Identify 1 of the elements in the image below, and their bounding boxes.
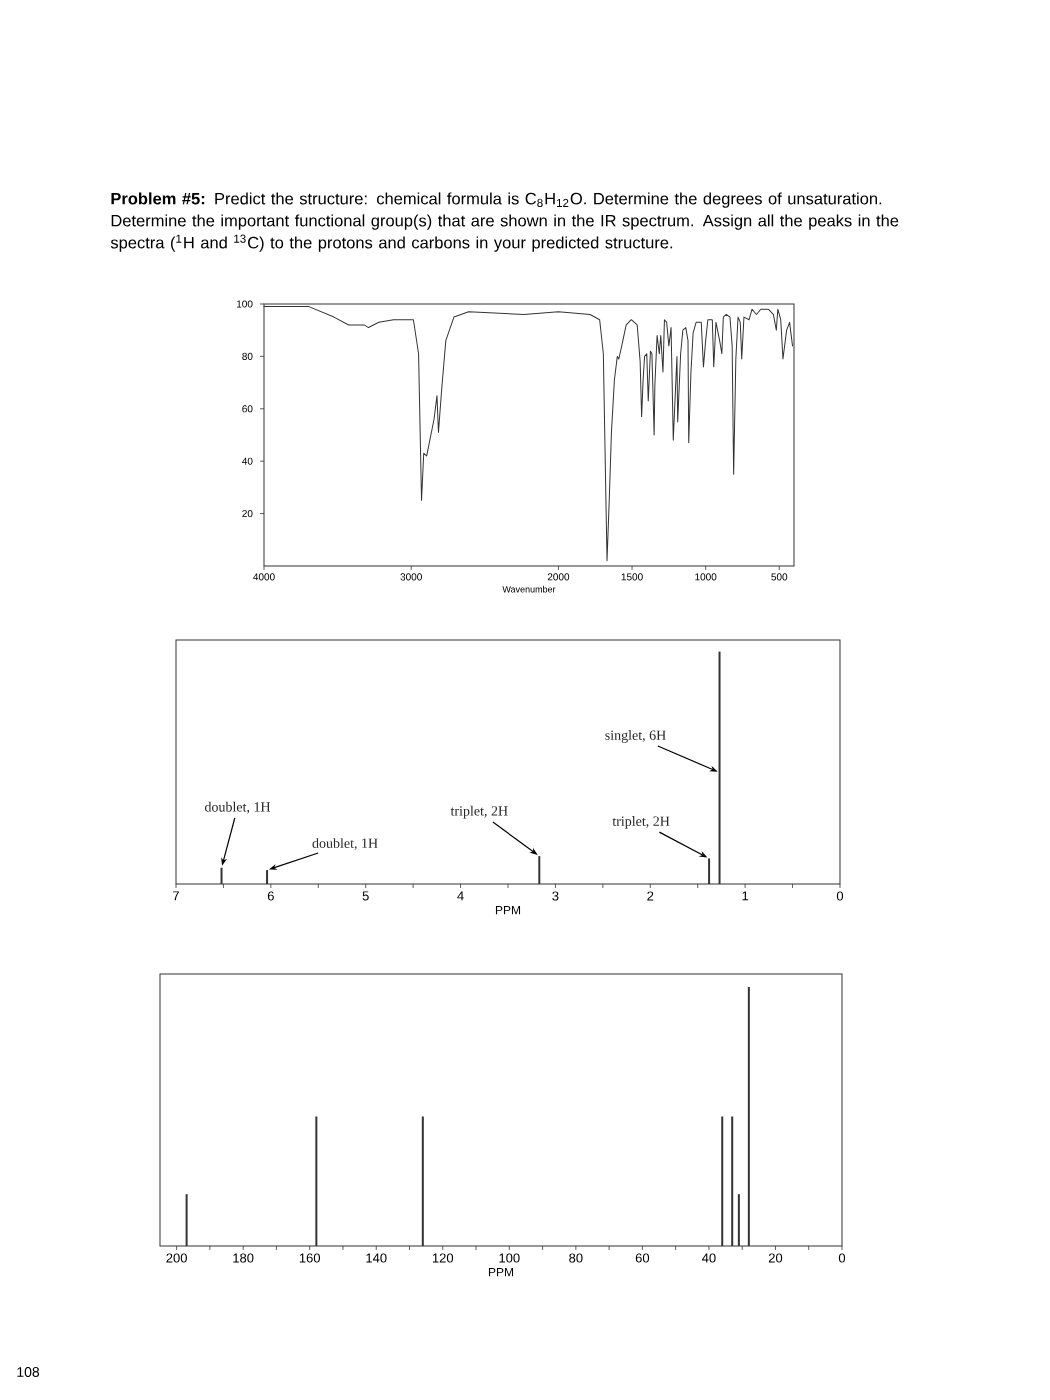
chart-title: Problem #5: Predict the structure: chemical formula is C$_{8}$H$_{12}$O. Determine the degrees of unsaturation. Determine the important functional group(s) that are shown in the IR spectrum. Assign all the peaks in the spectra ($^{1}$H and $^{13}$C) to the protons and carbons in your predicted structure. bbox=[110, 192, 899, 252]
